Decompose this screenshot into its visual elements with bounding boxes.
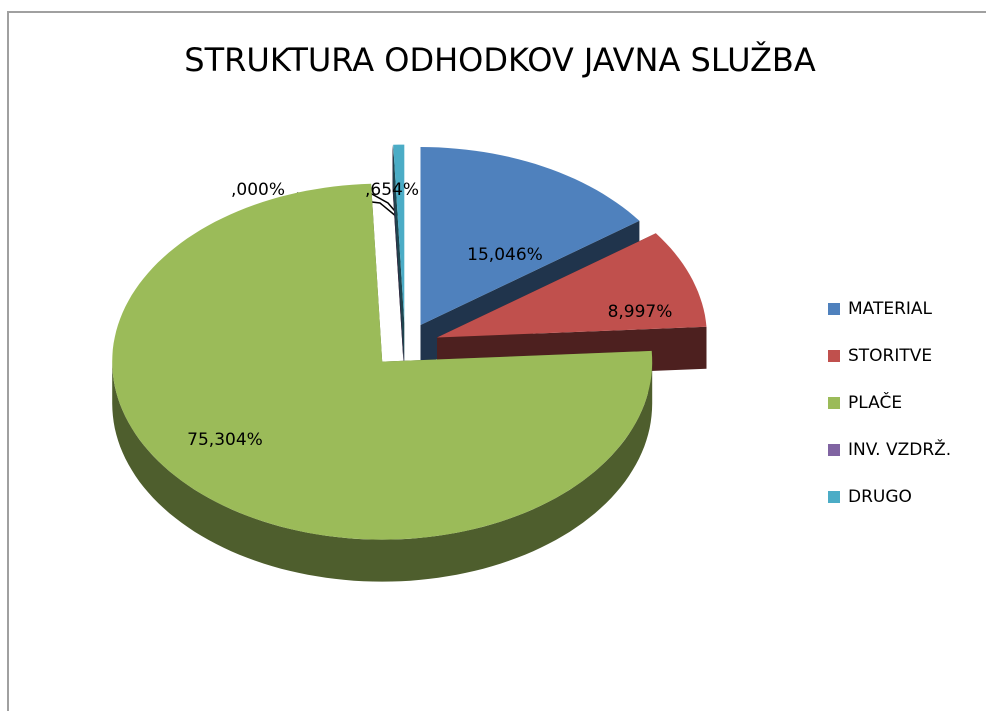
- legend-swatch: [828, 444, 840, 456]
- data-label: 8,997%: [608, 302, 673, 322]
- legend-label: MATERIAL: [848, 299, 933, 319]
- legend-label: PLAČE: [848, 391, 902, 413]
- slice: [420, 147, 640, 325]
- data-label: ,000%: [231, 180, 285, 200]
- legend-swatch: [828, 491, 840, 503]
- legend-label: INV. VZDRŽ.: [848, 438, 951, 460]
- data-label: 15,046%: [467, 245, 543, 265]
- slice: [393, 144, 405, 323]
- legend-swatch: [828, 303, 840, 315]
- slice: [112, 183, 653, 540]
- chart-title: STRUKTURA ODHODKOV JAVNA SLUŽBA: [184, 41, 816, 79]
- slice-side: [112, 361, 653, 582]
- data-label: ,654%: [365, 180, 419, 200]
- slice-side: [393, 144, 405, 365]
- slice: [437, 233, 707, 338]
- legend-label: STORITVE: [848, 346, 932, 366]
- legend-swatch: [828, 350, 840, 362]
- data-label: 75,304%: [187, 430, 263, 450]
- legend-label: DRUGO: [848, 487, 912, 507]
- legend-swatch: [828, 397, 840, 409]
